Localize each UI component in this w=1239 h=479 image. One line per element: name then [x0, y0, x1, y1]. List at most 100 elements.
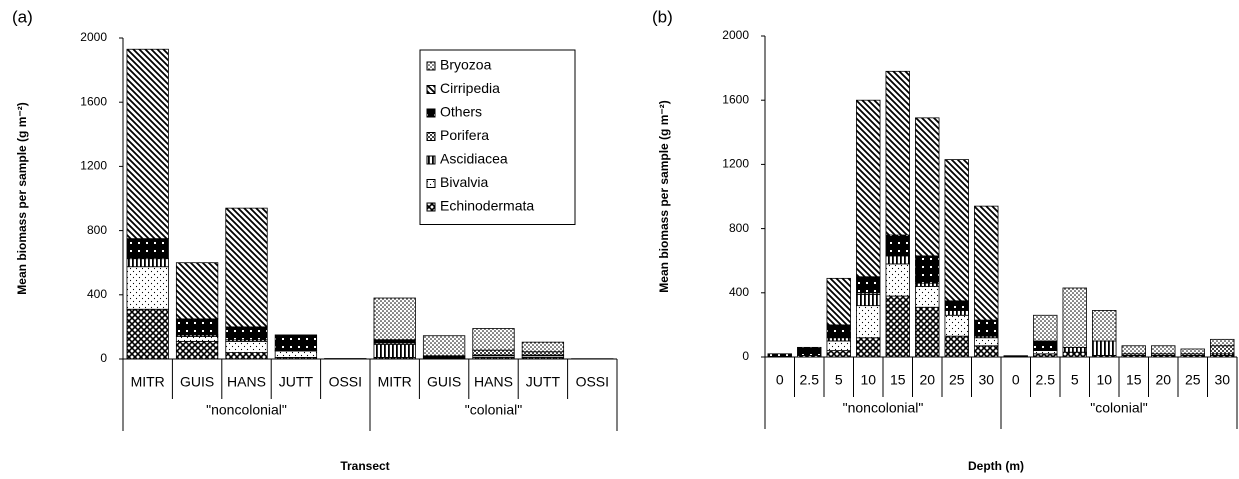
bar-segment [944, 335, 969, 358]
bar-segment [915, 255, 940, 284]
bar-segment [1003, 355, 1028, 358]
x-tick-label: 20 [919, 372, 935, 388]
x-tick-label: MITR [378, 374, 412, 390]
bar-segment [1062, 346, 1087, 353]
bar-segment [225, 352, 268, 360]
bar-segment [915, 117, 940, 257]
group-label: "noncolonial" [843, 400, 924, 416]
bar-segment [885, 255, 910, 265]
x-tick-label: JUTT [279, 374, 314, 390]
bar-segment [885, 295, 910, 358]
legend-swatch [426, 61, 436, 71]
bar-segment [885, 70, 910, 236]
y-tick-label: 0 [100, 351, 107, 365]
x-tick-label: OSSI [329, 374, 362, 390]
bar-segment [175, 336, 219, 342]
x-tick-label: 30 [1214, 372, 1230, 388]
legend-label: Cirripedia [440, 80, 500, 96]
group-label: "colonial" [465, 402, 522, 418]
bar-segment [974, 345, 999, 358]
bar-segment [826, 277, 851, 326]
bar-segment [274, 334, 318, 351]
bar-segment [175, 318, 219, 336]
x-tick-label: 0 [1012, 372, 1020, 388]
legend-swatch [426, 155, 436, 165]
legend-label: Porifera [440, 127, 489, 143]
bar-segment [126, 266, 169, 310]
bar-segment [1092, 310, 1117, 342]
bar-segment [915, 306, 940, 358]
bar-segment [126, 258, 169, 268]
bar-segment [126, 238, 169, 260]
bar-segment [1180, 348, 1205, 355]
bar-segment [1033, 350, 1058, 355]
y-tick-label: 2000 [80, 30, 107, 44]
x-tick-label: 10 [1096, 372, 1112, 388]
y-tick-label: 400 [87, 287, 107, 301]
bar-segment [797, 346, 822, 356]
bar-segment [1033, 340, 1058, 350]
bar-segment [225, 207, 268, 328]
legend-label: Others [440, 104, 482, 120]
bar-segment [915, 285, 940, 308]
legend-label: Echinodermata [440, 198, 534, 214]
legend-box [419, 49, 576, 225]
legend-swatch [426, 108, 436, 118]
bar-segment [1062, 351, 1087, 358]
bar-segment [373, 297, 416, 341]
x-tick-label: MITR [131, 374, 165, 390]
bar-segment [944, 314, 969, 337]
bar-segment [1151, 345, 1176, 355]
bar-segment [1121, 345, 1146, 355]
x-tick-label: HANS [474, 374, 513, 390]
x-tick-label: 2.5 [1036, 372, 1056, 388]
panel-label: (a) [12, 7, 33, 26]
x-tick-label: GUIS [427, 374, 461, 390]
bar-segment [885, 263, 910, 297]
bar-segment [915, 282, 940, 287]
bar-segment [974, 205, 999, 321]
bar-segment [126, 308, 169, 360]
y-tick-label: 800 [729, 221, 749, 235]
bar-segment [856, 276, 881, 294]
bar-segment [944, 159, 969, 302]
x-axis-label: Depth (m) [968, 459, 1024, 473]
x-tick-label: 15 [890, 372, 906, 388]
y-tick-label: 2000 [722, 28, 749, 42]
legend-swatch [426, 179, 436, 188]
legend-swatch [426, 85, 436, 94]
y-axis-label: Mean biomass per sample (g m⁻²) [657, 100, 671, 292]
bar-segment [422, 335, 466, 357]
legend-label: Ascidiacea [440, 151, 508, 167]
bar-segment [126, 48, 169, 240]
panel-label: (b) [652, 7, 673, 26]
bar-segment [175, 340, 219, 360]
bar-segment [521, 341, 565, 353]
x-tick-label: 30 [978, 372, 994, 388]
x-tick-label: 2.5 [800, 372, 820, 388]
bar-segment [767, 353, 792, 358]
x-tick-label: JUTT [526, 374, 561, 390]
bar-segment [1092, 340, 1117, 356]
bar-segment [1033, 314, 1058, 342]
bar-segment [1033, 353, 1058, 358]
y-tick-label: 1600 [722, 92, 749, 106]
bar-segment [856, 294, 881, 307]
x-tick-label: 10 [860, 372, 876, 388]
group-label: "noncolonial" [206, 402, 287, 418]
bar-segment [885, 234, 910, 257]
bar-segment [856, 305, 881, 339]
x-tick-label: 20 [1155, 372, 1171, 388]
legend-label: Bivalvia [440, 174, 488, 190]
legend-label: Bryozoa [440, 57, 492, 73]
x-tick-label: GUIS [180, 374, 214, 390]
bar-segment [274, 350, 318, 358]
x-tick-label: 25 [1185, 372, 1201, 388]
y-tick-label: 0 [742, 349, 749, 363]
bar-segment [521, 351, 565, 356]
y-tick-label: 1200 [722, 157, 749, 171]
x-tick-label: OSSI [576, 374, 609, 390]
bar-segment [974, 319, 999, 337]
bar-segment [1210, 345, 1235, 355]
